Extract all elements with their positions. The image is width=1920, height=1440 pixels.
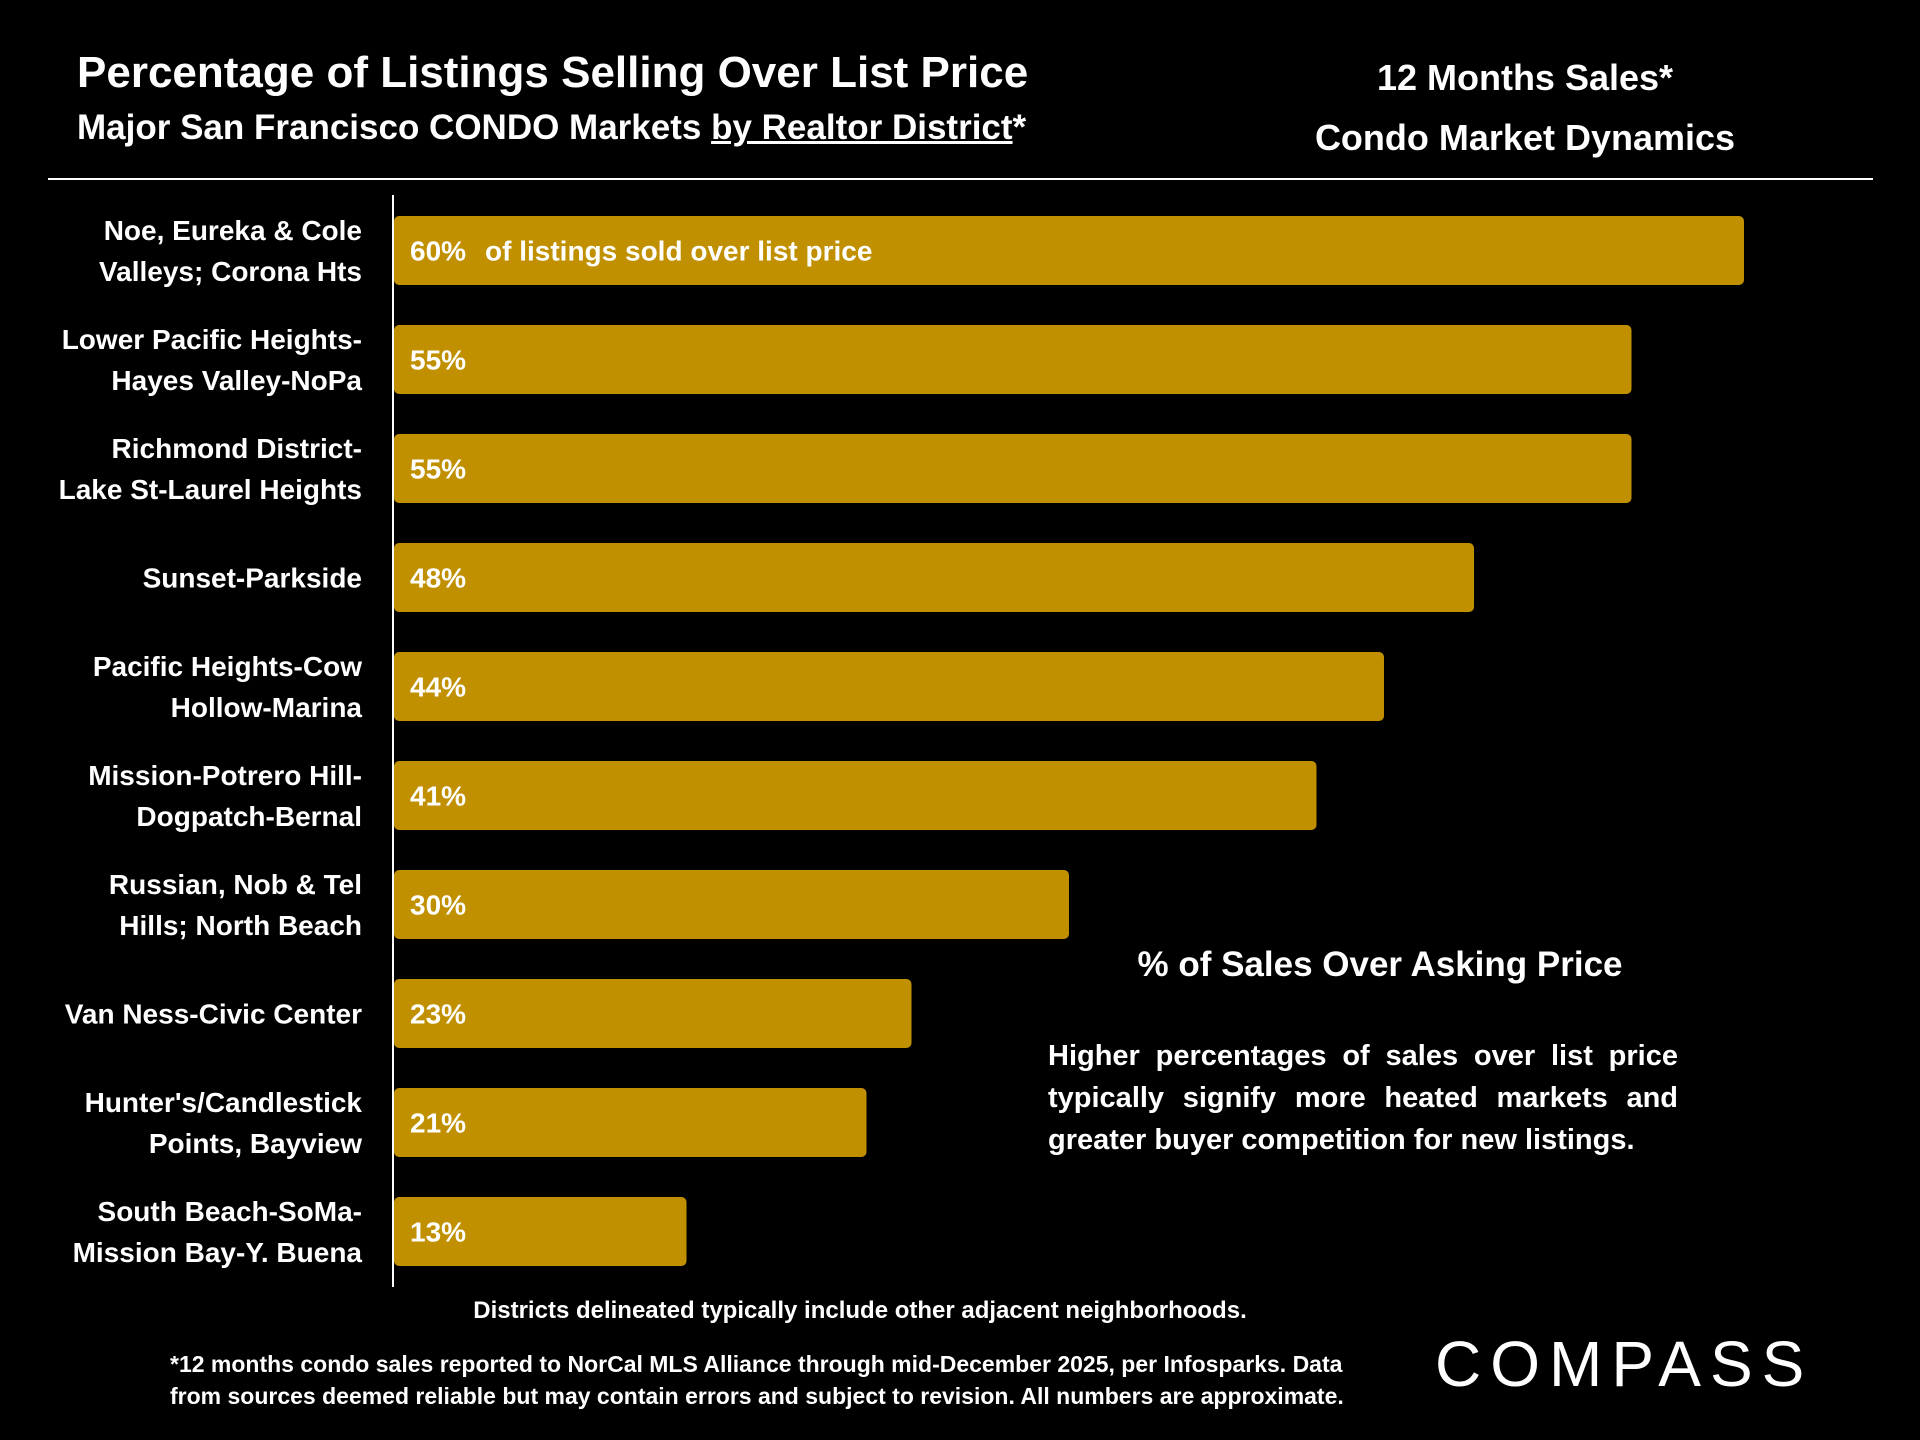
bar (394, 434, 1632, 503)
footnote-districts: Districts delineated typically include o… (473, 1297, 1247, 1324)
category-label: Points, Bayview (149, 1128, 362, 1159)
subtitle-prefix: Major San Francisco CONDO Markets (77, 108, 712, 147)
bar-value-label: 21% (410, 1108, 466, 1139)
category-label: Mission-Potrero Hill- (88, 760, 362, 791)
category-label: Hills; North Beach (119, 910, 362, 941)
bar-note-label: of listings sold over list price (485, 236, 872, 267)
bar-chart: 60% of listings sold over list price Noe, … (59, 195, 1744, 1287)
category-label: Richmond District- (112, 433, 362, 464)
bar (394, 325, 1632, 394)
header-divider (48, 178, 1873, 180)
right-header: 12 Months Sales* Condo Market Dynamics (1270, 48, 1780, 168)
category-label: Van Ness-Civic Center (65, 999, 362, 1030)
bar (394, 216, 1744, 285)
bar (394, 652, 1384, 721)
bar-value-label: 23% (410, 999, 466, 1030)
bar-value-label: 13% (410, 1217, 466, 1248)
category-label: Hayes Valley-NoPa (111, 365, 362, 396)
right-header-line2: Condo Market Dynamics (1314, 117, 1736, 158)
category-label: Dogpatch-Bernal (136, 801, 362, 832)
footnote-source: *12 months condo sales reported to NorCa… (170, 1351, 1344, 1409)
right-header-line1: 12 Months Sales* (1376, 57, 1674, 98)
bar (394, 543, 1474, 612)
annotation-body: Higher percentages of sales over list pr… (1048, 1040, 1678, 1156)
category-label: Pacific Heights-Cow (93, 651, 362, 682)
bar (394, 870, 1069, 939)
bar (394, 1088, 867, 1157)
compass-logo-mark: COMPASS (1435, 1328, 1813, 1398)
bar-value-label: 55% (410, 454, 466, 485)
compass-logo: COMPASS (1435, 1328, 1855, 1398)
bar-value-label: 55% (410, 345, 466, 376)
category-label: Lower Pacific Heights- (62, 324, 362, 355)
category-label: Hunter's/Candlestick (85, 1087, 363, 1118)
chart-title: Percentage of Listings Selling Over List… (77, 48, 1029, 97)
bar (394, 761, 1317, 830)
bar-value-label: 60% (410, 236, 466, 267)
category-label: Sunset-Parkside (143, 563, 362, 594)
annotation-title: % of Sales Over Asking Price (1137, 945, 1623, 984)
category-label: Lake St-Laurel Heights (59, 474, 362, 505)
bar (394, 1197, 687, 1266)
subtitle-underlined: by Realtor District (711, 108, 1013, 147)
category-label: Hollow-Marina (171, 692, 363, 723)
bar-value-label: 41% (410, 781, 466, 812)
bar-value-label: 48% (410, 563, 466, 594)
category-label: Valleys; Corona Hts (99, 256, 362, 287)
category-label: Russian, Nob & Tel (109, 869, 362, 900)
category-label: Mission Bay-Y. Buena (73, 1237, 363, 1268)
category-label: South Beach-SoMa- (98, 1196, 362, 1227)
bar (394, 979, 912, 1048)
subtitle-suffix: * (1012, 108, 1027, 147)
category-label: Noe, Eureka & Cole (104, 215, 362, 246)
compass-logo-text: COMPASS (1435, 1328, 1813, 1398)
bar-value-label: 30% (410, 890, 466, 921)
chart-subtitle: Major San Francisco CONDO Markets by Rea… (77, 108, 1026, 148)
bar-value-label: 44% (410, 672, 466, 703)
